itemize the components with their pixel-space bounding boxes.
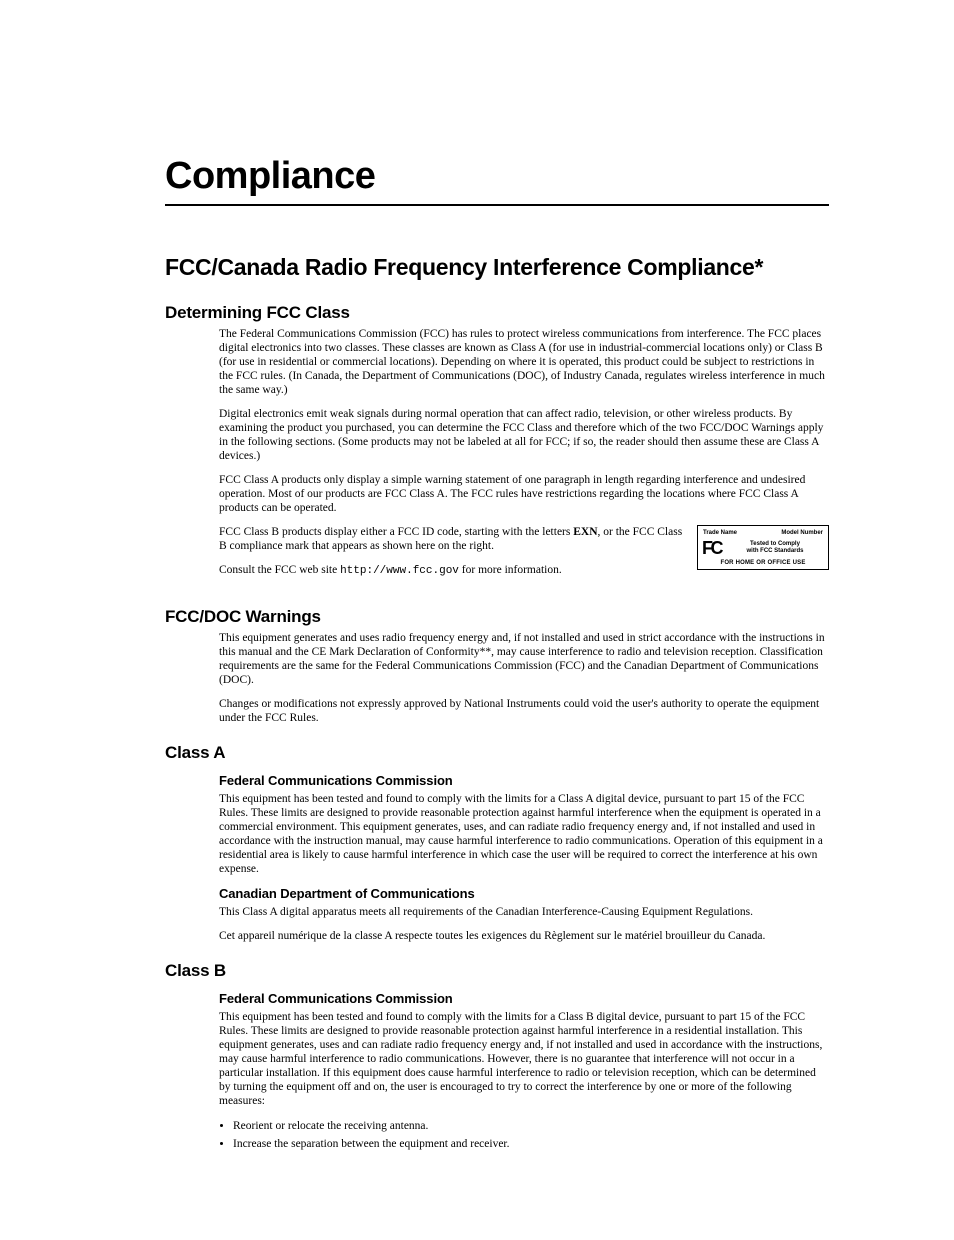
page-title: Compliance [165,155,829,198]
paragraph: Cet appareil numérique de la classe A re… [219,929,829,943]
text-run: FCC Class B products display either a FC… [219,526,573,538]
paragraph: This Class A digital apparatus meets all… [219,905,829,919]
title-rule [165,204,829,206]
url-text: http://www.fcc.gov [340,565,459,577]
fcc-box-footer: FOR HOME OR OFFICE USE [701,560,825,566]
paragraph: Digital electronics emit weak signals du… [219,407,829,463]
fcc-box-header: Trade Name Model Number [701,530,825,538]
paragraph: This equipment has been tested and found… [219,1010,829,1108]
bullet-list: Reorient or relocate the receiving anten… [219,1118,829,1152]
paragraph: FCC Class A products only display a simp… [219,473,829,515]
paragraph: The Federal Communications Commission (F… [219,327,829,397]
subsubsection-heading: Federal Communications Commission [219,773,829,788]
paragraph: This equipment generates and uses radio … [219,631,829,687]
tagline-2: with FCC Standards [746,548,803,554]
paragraph: This equipment has been tested and found… [219,792,829,876]
body-block: This equipment has been tested and found… [219,1010,829,1152]
fcc-compliance-box: Trade Name Model Number FC Tested to Com… [697,525,829,570]
document-page: Compliance FCC/Canada Radio Frequency In… [0,0,954,1240]
subsection-heading: FCC/DOC Warnings [165,607,829,627]
subsubsection-heading: Federal Communications Commission [219,991,829,1006]
body-block: The Federal Communications Commission (F… [219,327,829,589]
list-item: Increase the separation between the equi… [233,1136,829,1152]
subsection-heading: Class A [165,743,829,763]
model-number-label: Model Number [781,530,823,536]
subsection-heading: Class B [165,961,829,981]
body-block: This equipment generates and uses radio … [219,631,829,725]
text-run: for more information. [459,564,562,576]
trade-name-label: Trade Name [703,530,737,536]
body-block: This equipment has been tested and found… [219,792,829,876]
subsection-heading: Determining FCC Class [165,303,829,323]
fcc-box-mid: FC Tested to Comply with FCC Standards [701,538,825,560]
subsubsection-heading: Canadian Department of Communications [219,886,829,901]
fcc-tagline: Tested to Comply with FCC Standards [725,541,825,555]
tagline-1: Tested to Comply [750,541,800,547]
paragraph: Changes or modifications not expressly a… [219,697,829,725]
fcc-logo-icon: FC [701,539,721,557]
exn-bold: EXN [573,526,597,538]
section-heading: FCC/Canada Radio Frequency Interference … [165,254,829,281]
list-item: Reorient or relocate the receiving anten… [233,1118,829,1134]
body-block: This Class A digital apparatus meets all… [219,905,829,943]
text-run: Consult the FCC web site [219,564,340,576]
